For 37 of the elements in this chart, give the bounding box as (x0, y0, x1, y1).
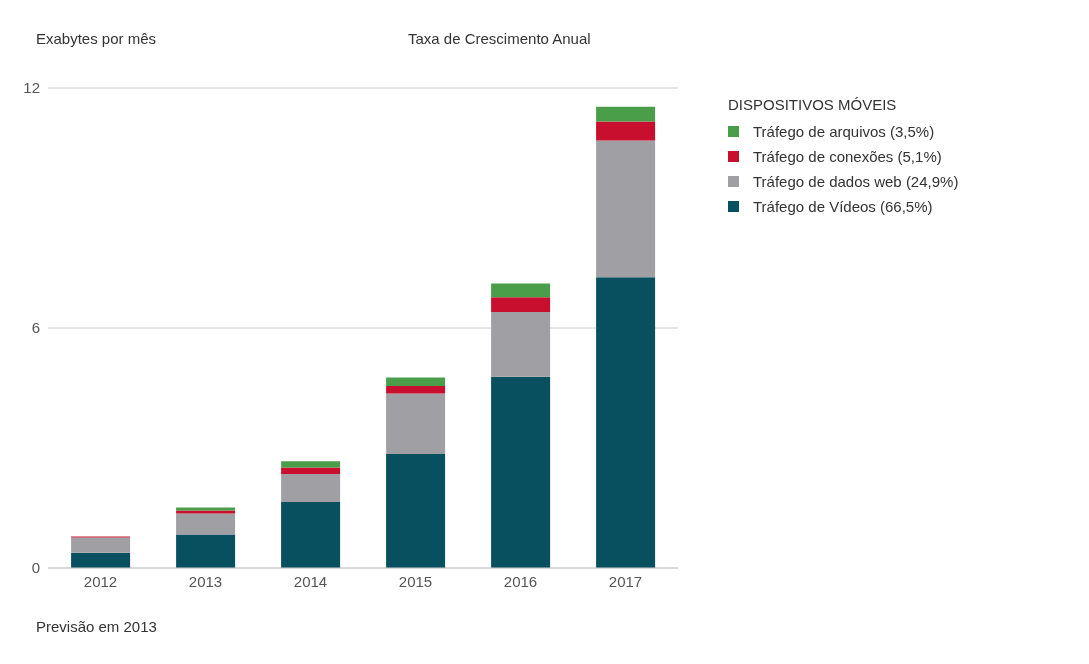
bar (491, 297, 551, 312)
bar (386, 377, 446, 386)
bar (281, 461, 341, 468)
bar (596, 121, 656, 141)
text: Previsão em 2013 (36, 618, 157, 635)
x-tick-label: 2015 (398, 572, 433, 590)
chart-title: Taxa de Crescimento Anual (408, 30, 591, 47)
bar (596, 106, 656, 122)
x-tick-label: 2014 (293, 572, 328, 590)
bar (386, 393, 446, 454)
bar (491, 283, 551, 298)
y-tick-label: 12 (23, 79, 40, 97)
bar (386, 454, 446, 568)
x-tick-label: 2012 (83, 572, 118, 590)
x-tick-label: 2016 (503, 572, 538, 590)
bar (176, 534, 236, 568)
x-tick-label: 2013 (188, 572, 223, 590)
bar (71, 537, 131, 553)
x-tick-label: 2017 (608, 572, 643, 590)
bar (386, 386, 446, 394)
legend-label: Tráfego de conexões (5,1%) (753, 148, 942, 165)
bar (596, 277, 656, 568)
y-axis-title: Exabytes por mês (36, 30, 157, 47)
bar (71, 552, 131, 568)
legend-label: Tráfego de Vídeos (66,5%) (753, 198, 933, 215)
bar (281, 474, 341, 502)
bar (491, 312, 551, 377)
legend-label: Tráfego de dados web (24,9%) (753, 173, 959, 190)
y-tick-label: 0 (31, 559, 40, 577)
bar (176, 513, 236, 535)
bar (281, 467, 341, 474)
y-tick-label: 6 (31, 319, 40, 337)
bar (491, 376, 551, 568)
legend-label: Tráfego de arquivos (3,5%) (753, 123, 935, 140)
bar (281, 502, 341, 568)
legend-title: DISPOSITIVOS MÓVEIS (728, 96, 898, 113)
bar (596, 140, 656, 278)
